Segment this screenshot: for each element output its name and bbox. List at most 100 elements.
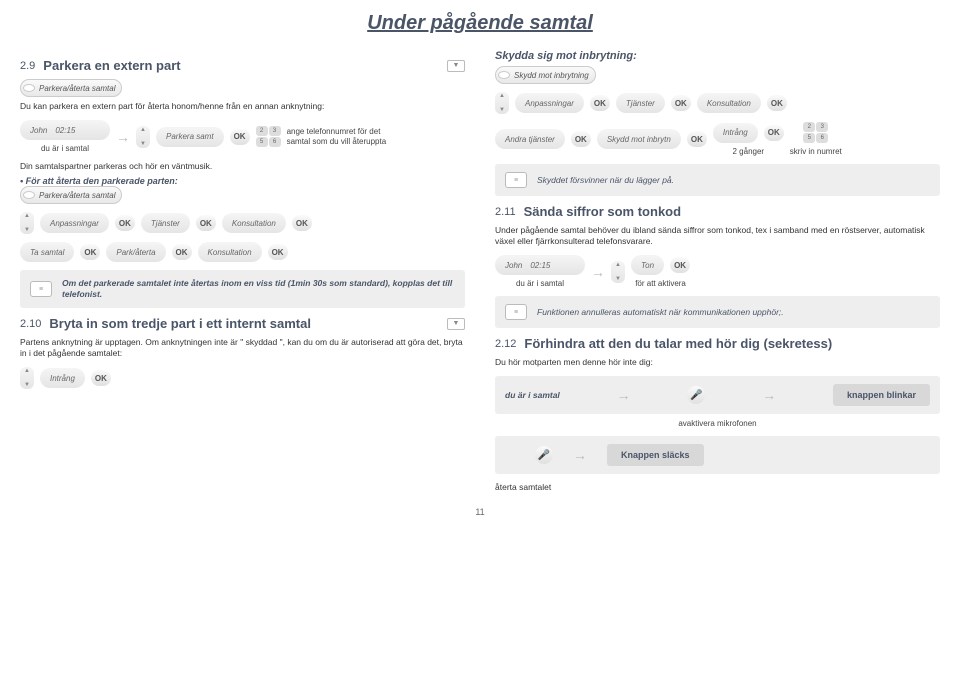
left-column: 2.9 Parkera en extern part ▼ Parkera/åte…: [20, 50, 465, 497]
ok-button: OK: [91, 370, 111, 386]
caption: för att aktivera: [635, 279, 686, 288]
status-chip: Knappen släcks: [607, 444, 704, 466]
right-column: Skydda sig mot inbrytning: Skydd mot inb…: [495, 50, 940, 497]
page-title: Under pågående samtal: [20, 12, 940, 35]
caption: avaktivera mikrofonen: [678, 419, 756, 428]
btn-intrang: Intrång: [713, 123, 758, 143]
intro-text: Du kan parkera en extern part för återta…: [20, 101, 465, 112]
status-chip: knappen blinkar: [833, 384, 930, 406]
softkey-skydd: Skydd mot inbrytning: [495, 66, 596, 84]
btn-konsultation: Konsultation: [697, 93, 761, 113]
btn-skydd-inbrytn: Skydd mot inbrytn: [597, 129, 681, 149]
section-number: 2.12: [495, 338, 516, 350]
keypad-icon: 2356: [256, 126, 281, 147]
ok-button: OK: [670, 257, 690, 273]
arrow-icon: →: [116, 129, 130, 145]
section-2-10-heading: 2.10 Bryta in som tredje part i ett inte…: [20, 316, 465, 331]
caption: du är i samtal: [41, 144, 89, 153]
intro-text: Under pågående samtal behöver du ibland …: [495, 225, 940, 247]
btn-park-aterta: Park/återta: [106, 242, 165, 262]
resume-title: • För att återta den parkerade parten:: [20, 176, 465, 186]
ok-button: OK: [268, 244, 288, 260]
ok-button: OK: [571, 131, 591, 147]
btn-anpassningar: Anpassningar: [40, 213, 109, 233]
caption: 2 gånger: [733, 147, 765, 156]
arrow-icon: →: [591, 264, 605, 280]
nav-arrows-icon: ▲▼: [611, 261, 625, 283]
flow-row-3: Ta samtal OK Park/återta OK Konsultation…: [20, 242, 465, 262]
callout-text: Funktionen annulleras automatiskt när ko…: [537, 307, 784, 317]
nav-arrows-icon: ▲▼: [495, 92, 509, 114]
section-title: Bryta in som tredje part i ett internt s…: [49, 316, 311, 331]
section-number: 2.9: [20, 60, 35, 72]
flow-row-r2: Andra tjänster OK Skydd mot inbrytn OK I…: [495, 122, 940, 156]
btn-ton: Ton: [631, 255, 664, 275]
ok-button: OK: [292, 215, 312, 231]
btn-anpassningar: Anpassningar: [515, 93, 584, 113]
callout-mute-2: 🎤 → Knappen släcks: [495, 436, 940, 474]
ok-button: OK: [767, 95, 787, 111]
arrow-icon: →: [617, 387, 631, 403]
intro-text: Partens anknytning är upptagen. Om ankny…: [20, 337, 465, 359]
label: du är i samtal: [505, 390, 560, 401]
note-text: Din samtalspartner parkeras och hör en v…: [20, 161, 465, 172]
section-2-11-heading: 2.11 Sända siffror som tonkod: [495, 204, 940, 219]
btn-ta-samtal: Ta samtal: [20, 242, 74, 262]
softkey-parkera-resume: Parkera/återta samtal: [20, 186, 122, 204]
section-2-12-heading: 2.12 Förhindra att den du talar med hör …: [495, 336, 940, 351]
ok-button: OK: [671, 95, 691, 111]
display-john: John02:15: [20, 120, 110, 140]
caption: du är i samtal: [516, 279, 564, 288]
arrow-icon: →: [573, 447, 587, 463]
ok-button: OK: [196, 215, 216, 231]
section-title: Sända siffror som tonkod: [524, 204, 681, 219]
section-title: Förhindra att den du talar med hör dig (…: [524, 336, 832, 351]
callout-ton: ≡ Funktionen annulleras automatiskt när …: [495, 296, 940, 328]
callout-mute-1: du är i samtal → 🎤 → knappen blinkar: [495, 376, 940, 414]
section-title: Parkera en extern part: [43, 58, 180, 73]
ok-button: OK: [230, 129, 250, 145]
note-icon: ≡: [30, 281, 52, 297]
mute-icon: 🎤: [687, 386, 705, 404]
softkey-parkera: Parkera/återta samtal: [20, 79, 122, 97]
btn-konsultation: Konsultation: [198, 242, 262, 262]
ok-button: OK: [590, 95, 610, 111]
section-number: 2.11: [495, 206, 516, 218]
note-icon: ≡: [505, 304, 527, 320]
intro-text: Du hör motparten men denne hör inte dig:: [495, 357, 940, 368]
flow-row-ton: John02:15 du är i samtal → ▲▼ Ton OK för…: [495, 255, 940, 288]
protect-title: Skydda sig mot inbrytning:: [495, 50, 940, 62]
btn-konsultation: Konsultation: [222, 213, 286, 233]
ok-button: OK: [172, 244, 192, 260]
flow-row-r1: ▲▼ Anpassningar OK Tjänster OK Konsultat…: [495, 92, 940, 114]
btn-intrang: Intrång: [40, 368, 85, 388]
section-number: 2.10: [20, 318, 41, 330]
nav-arrows-icon: ▲▼: [136, 126, 150, 148]
flow-row-1: John02:15 du är i samtal → ▲▼ Parkera sa…: [20, 120, 465, 153]
caption: ange telefonnumret för det samtal som du…: [287, 127, 387, 146]
flow-row-intrang: ▲▼ Intrång OK: [20, 367, 465, 389]
callout-text: Om det parkerade samtalet inte återtas i…: [62, 278, 455, 300]
caption: skriv in numret: [790, 147, 842, 156]
display-parkera-samt: Parkera samt: [156, 127, 224, 147]
keypad-icon: 2356: [803, 122, 828, 143]
nav-arrows-icon: ▲▼: [20, 367, 34, 389]
callout-skydd: ≡ Skyddet försvinner när du lägger på.: [495, 164, 940, 196]
ok-button: OK: [80, 244, 100, 260]
btn-tjanster: Tjänster: [616, 93, 665, 113]
ok-button: OK: [687, 131, 707, 147]
mute-icon: 🎤: [535, 446, 553, 464]
callout-text: Skyddet försvinner när du lägger på.: [537, 175, 674, 185]
ok-button: OK: [115, 215, 135, 231]
resume-text: återta samtalet: [495, 482, 940, 493]
note-icon: ≡: [505, 172, 527, 188]
btn-tjanster: Tjänster: [141, 213, 190, 233]
nav-arrows-icon: ▲▼: [20, 212, 34, 234]
dropdown-icon: ▼: [447, 60, 465, 72]
flow-row-2: ▲▼ Anpassningar OK Tjänster OK Konsultat…: [20, 212, 465, 234]
dropdown-icon: ▼: [447, 318, 465, 330]
section-2-9-heading: 2.9 Parkera en extern part ▼: [20, 58, 465, 73]
display-john: John02:15: [495, 255, 585, 275]
page-number: 11: [20, 507, 940, 517]
ok-button: OK: [764, 125, 784, 141]
